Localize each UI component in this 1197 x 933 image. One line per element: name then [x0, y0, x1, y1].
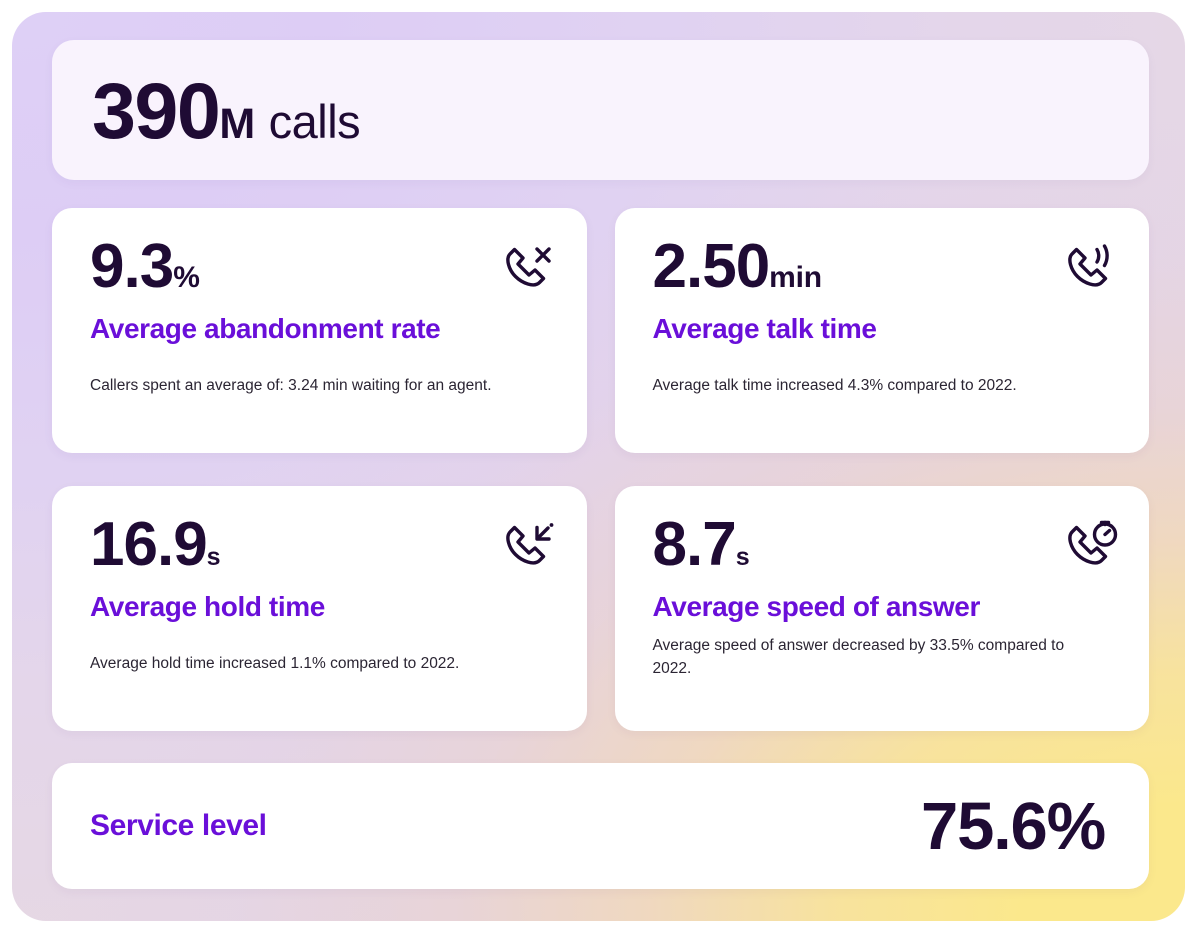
metric-card-header: 16.9 s	[90, 512, 557, 577]
metric-card-talk-time: 2.50 min Average talk time Average talk t…	[614, 208, 1149, 453]
metric-unit: s	[206, 543, 221, 571]
metric-value-group: 16.9 s	[90, 510, 221, 579]
phone-signal-waves-icon	[1063, 240, 1119, 296]
total-calls-value: 390	[92, 65, 221, 155]
metric-label: Average hold time	[90, 591, 325, 623]
metric-label: Average talk time	[652, 313, 877, 345]
metric-unit: s	[735, 543, 750, 571]
metric-value: 8.7	[652, 510, 737, 579]
metric-label: Average abandonment rate	[90, 313, 441, 345]
metric-card-header: 9.3%	[90, 234, 557, 299]
metric-value-group: 2.50 min	[652, 232, 823, 301]
metric-unit: min	[769, 261, 822, 294]
metric-card-hold-time: 16.9 s Average hold time Average hold tim…	[52, 486, 587, 731]
metric-value: 2.50	[652, 232, 771, 301]
metric-card-grid: 9.3% Average abandonment rate Callers sp…	[52, 208, 1149, 731]
phone-missed-call-icon	[501, 240, 557, 296]
phone-stopwatch-icon	[1063, 518, 1119, 574]
metric-label: Average speed of answer	[652, 591, 981, 623]
metric-description: Average speed of answer decreased by 33.…	[652, 637, 1065, 677]
service-level-value: 75.6%	[921, 788, 1106, 864]
gradient-background-panel: 390 M calls 9.3%	[12, 12, 1185, 921]
total-calls-word: calls	[268, 94, 361, 148]
phone-incoming-call-icon	[501, 518, 557, 574]
service-level-card: Service level 75.6%	[52, 763, 1149, 889]
total-calls-hero-card: 390 M calls	[52, 40, 1149, 180]
metric-card-speed-of-answer: 8.7 s Average speed of answer Average spe…	[614, 486, 1149, 731]
service-level-label: Service level	[90, 809, 267, 842]
metric-description: Callers spent an average of: 3.24 min wa…	[90, 377, 492, 395]
metric-card-header: 2.50 min	[653, 234, 1120, 299]
metric-card-abandonment-rate: 9.3% Average abandonment rate Callers sp…	[52, 208, 587, 453]
metric-value-group: 8.7 s	[653, 512, 750, 577]
metric-description: Average hold time increased 1.1% compare…	[90, 655, 460, 673]
metric-value: 9.3	[90, 232, 174, 301]
metric-value-group: 9.3%	[90, 234, 200, 299]
metric-unit: %	[173, 261, 200, 294]
metric-card-header: 8.7 s	[653, 512, 1120, 577]
metric-description: Average talk time increased 4.3% compare…	[652, 377, 1017, 395]
total-calls-headline: 390 M calls	[92, 65, 361, 155]
total-calls-unit: M	[219, 99, 255, 148]
metric-value: 16.9	[90, 510, 208, 579]
